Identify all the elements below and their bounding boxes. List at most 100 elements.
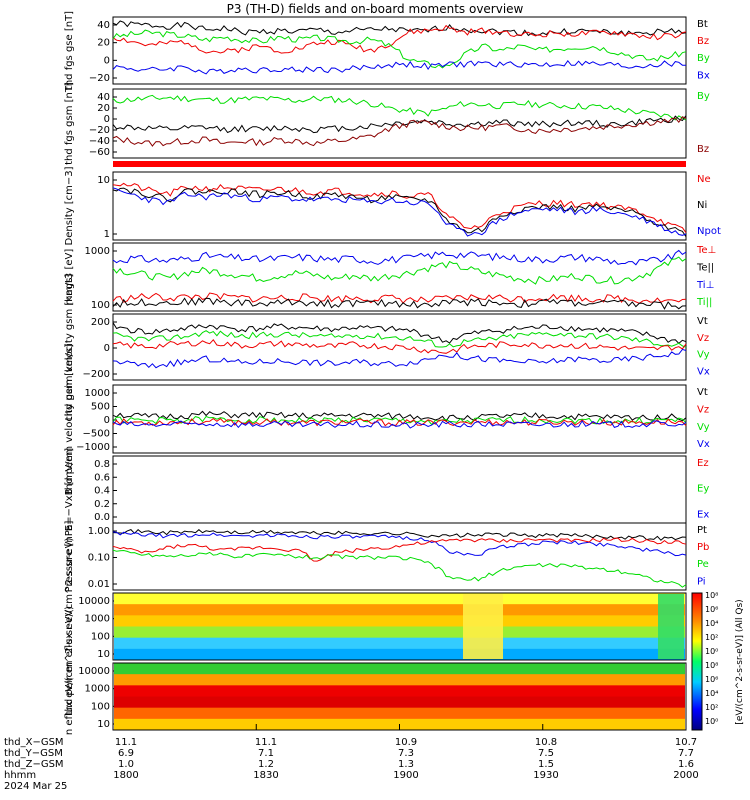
series-line-Pe	[112, 549, 687, 588]
y-axis-label: thd peer en eflux eV/(cm^2-s-sr-eV)	[64, 606, 75, 735]
colorbar-tick-label: 10⁶	[705, 605, 718, 614]
legend-entry: Ti||	[696, 297, 712, 308]
y-tick-label: 0.0	[94, 512, 110, 523]
y-tick-label: 0	[104, 415, 110, 426]
tick-column-2000: 10.7 7.7 1.6 2000	[656, 737, 716, 781]
y-tick-label: 0.6	[94, 472, 110, 483]
series-line-Vz	[112, 339, 687, 354]
y-tick-label: −20	[89, 73, 110, 84]
legend-entry: Ex	[697, 509, 709, 520]
tick-x: 11.1	[114, 737, 138, 748]
panel-frame	[112, 171, 687, 241]
panel-frame	[112, 88, 687, 159]
colorbar-tick-label: 10²	[705, 703, 718, 712]
series-line-Ti⊥	[112, 249, 687, 266]
heatmap-band	[114, 685, 685, 697]
tick-x: 10.7	[674, 737, 698, 748]
colorbar-tick-label: 10⁸	[705, 591, 718, 600]
ephemeris-row-labels: thd_X−GSM thd_Y−GSM thd_Z−GSM hhmm 2024 …	[4, 737, 67, 792]
series-line-Bz	[112, 116, 687, 147]
legend-entry: Bt	[697, 19, 708, 30]
tick-z: 1.2	[258, 759, 274, 770]
y-axis-label: Pressure [nPa]	[64, 521, 75, 593]
series-line-Pb	[112, 537, 687, 562]
panel-3: Density [cm−3] 10 1 Ne Ni Npot	[64, 166, 721, 245]
y-axis-label: E=−VxB [mV/m]	[64, 448, 75, 531]
y-tick-label: −1000	[76, 442, 110, 453]
tick-y: 7.1	[258, 748, 274, 759]
tick-z: 1.5	[538, 759, 554, 770]
y-tick-label: 500	[91, 402, 110, 413]
series-line-Bt	[112, 20, 687, 37]
tick-time: 1800	[113, 770, 139, 781]
series-line-Pi	[112, 531, 687, 557]
y-tick-label: 0.2	[94, 499, 110, 510]
y-tick-label: 1.00	[88, 526, 110, 537]
colorbar-tick-label: 10⁴	[705, 689, 718, 698]
tick-column-1900: 10.9 7.3 1.3 1900	[376, 737, 436, 781]
panel-frame	[112, 16, 687, 85]
series-line-Te||	[112, 297, 687, 310]
y-tick-label: 10000	[78, 596, 110, 607]
legend-entry: Pt	[697, 525, 707, 536]
y-tick-label: 1	[104, 229, 110, 240]
colorbar-tick-label: 10⁸	[705, 661, 718, 670]
panel-1: thd fgs gse [nT] 40 20 0 −20 Bt Bz By Bx	[64, 11, 710, 90]
tick-z: 1.6	[678, 759, 694, 770]
panel-frame	[112, 522, 687, 591]
heatmap-band	[114, 604, 685, 616]
heatmap-band	[114, 648, 685, 661]
tick-column-1830: 11.1 7.1 1.2 1830	[236, 737, 296, 781]
series-line-Vy	[112, 415, 687, 426]
tick-time: 1900	[393, 770, 419, 781]
heatmap-band	[114, 615, 685, 627]
panel-8: Pressure [nPa] 1.00 0.10 0.01 Pt Pb Pe Pi	[64, 521, 709, 593]
tick-z: 1.0	[118, 759, 134, 770]
y-tick-label: −60	[89, 147, 110, 158]
series-line-Ni	[112, 187, 687, 237]
legend-entry: Vx	[697, 439, 710, 450]
hhmm-label: hhmm	[4, 770, 37, 781]
y-axis-label: thd peem velocity gsm [km/s]	[64, 344, 75, 494]
heatmap-band	[114, 626, 685, 639]
y-tick-label: 1000	[85, 684, 110, 695]
colorbar: 10⁸ 10⁶ 10⁴ 10² 10⁰ 10⁸ 10⁶ 10⁴ 10² 10⁰ [eV/(cm^2-…	[691, 591, 745, 731]
series-line-Pt	[112, 529, 687, 541]
y-tick-label: −40	[89, 136, 110, 147]
x-gsm-label: thd_X−GSM	[4, 737, 64, 748]
legend-entry: Bz	[697, 144, 709, 155]
series-line-Vt	[112, 322, 687, 345]
y-tick-label: 100	[91, 701, 110, 712]
panel-frame	[112, 242, 687, 312]
series-line-Npot	[112, 187, 687, 237]
y-tick-label: 40	[97, 20, 110, 31]
legend-entry: Pb	[697, 542, 709, 553]
y-tick-label: 0.4	[94, 486, 110, 497]
panel-frame	[112, 455, 687, 524]
legend-entry: Te⊥	[696, 245, 716, 256]
y-tick-label: 0.8	[94, 459, 110, 470]
legend-entry: Vx	[697, 366, 710, 377]
panel-frame	[112, 384, 687, 454]
legend-entry: Ez	[697, 458, 709, 469]
tick-column-1800: 11.1 6.9 1.0 1800	[96, 737, 156, 781]
y-axis-label: Density [cm−3]	[64, 166, 75, 245]
y-tick-label: 20	[97, 38, 110, 49]
y-axis-label: thd peim velocity gsm [km/s]	[64, 274, 75, 421]
y-tick-label: −200	[83, 369, 110, 380]
y-tick-label: 10	[97, 649, 110, 660]
legend-entry: Bx	[697, 70, 710, 81]
y-axis-label: thd fgs gse [nT]	[64, 11, 75, 90]
legend-entry: Vz	[697, 404, 709, 415]
tick-y: 7.7	[678, 748, 694, 759]
tick-y: 7.5	[538, 748, 554, 759]
series-line-Vy	[112, 330, 687, 348]
legend-entry: Pe	[697, 559, 709, 570]
heatmap-band	[114, 696, 685, 709]
legend-entry: Bz	[697, 36, 709, 47]
y-tick-label: 0	[104, 114, 110, 125]
y-tick-label: 1000	[85, 246, 110, 257]
series-line-Vt	[112, 410, 687, 423]
